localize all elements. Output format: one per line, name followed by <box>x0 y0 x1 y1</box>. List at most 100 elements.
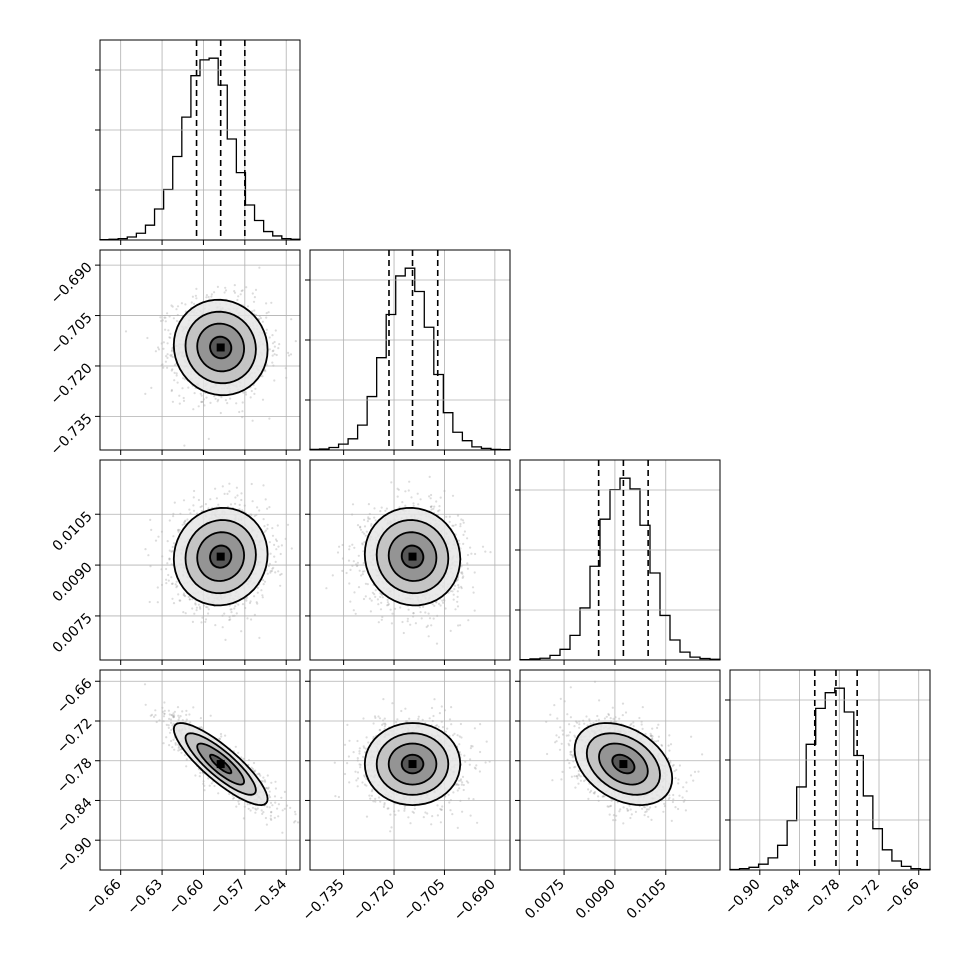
sample-point <box>183 444 186 447</box>
sample-point <box>203 404 206 407</box>
sample-point <box>396 487 399 490</box>
sample-point <box>362 597 366 601</box>
sample-point <box>384 509 387 512</box>
sample-point <box>200 400 203 404</box>
sample-point <box>274 571 277 574</box>
sample-point <box>412 612 415 615</box>
sample-point <box>266 527 269 530</box>
sample-point <box>466 562 469 565</box>
sample-point <box>429 505 432 508</box>
sample-point <box>209 498 212 501</box>
sample-point <box>192 408 195 411</box>
sample-point <box>238 508 241 511</box>
sample-point <box>268 541 271 544</box>
sample-point <box>228 604 231 607</box>
sample-point <box>169 354 172 357</box>
sample-point <box>348 582 351 585</box>
sample-point <box>191 598 194 601</box>
sample-point <box>277 570 280 573</box>
sample-point <box>205 296 208 299</box>
sample-point <box>462 521 465 524</box>
sample-point <box>269 570 272 573</box>
sample-point <box>377 603 380 606</box>
sample-point <box>241 401 244 404</box>
sample-point <box>260 589 263 592</box>
sample-point <box>200 509 203 513</box>
sample-point <box>356 561 359 564</box>
sample-point <box>437 510 440 513</box>
sample-point <box>184 303 187 306</box>
sample-point <box>163 712 166 715</box>
sample-point <box>357 554 360 557</box>
sample-point <box>240 498 243 502</box>
sample-point <box>364 534 367 537</box>
sample-point <box>191 295 194 298</box>
sample-point <box>171 400 174 403</box>
sample-point <box>274 560 277 564</box>
sample-point <box>207 612 210 615</box>
sample-point <box>240 289 243 293</box>
sample-point <box>352 560 355 563</box>
sample-point <box>205 294 208 297</box>
sample-point <box>224 399 227 402</box>
sample-point <box>273 379 276 382</box>
sample-point <box>253 514 256 518</box>
sample-point <box>170 350 173 353</box>
sample-point <box>419 498 422 501</box>
sample-point <box>156 586 159 589</box>
sample-point <box>359 525 362 529</box>
sample-point <box>406 620 409 623</box>
sample-point <box>360 574 363 577</box>
sample-point <box>379 595 382 599</box>
sample-point <box>262 484 265 487</box>
sample-point <box>207 437 210 440</box>
sample-point <box>182 611 185 614</box>
sample-point <box>188 508 191 511</box>
sample-point <box>253 613 256 616</box>
sample-point <box>412 504 415 507</box>
sample-point <box>457 584 460 587</box>
sample-point <box>353 546 356 549</box>
sample-point <box>213 395 216 398</box>
sample-point <box>168 336 171 339</box>
sample-point <box>401 620 404 624</box>
sample-point <box>266 507 269 510</box>
sample-point <box>461 576 464 580</box>
sample-point <box>404 490 407 493</box>
sample-point <box>192 504 195 507</box>
sample-point <box>170 388 173 392</box>
sample-point <box>226 402 229 405</box>
sample-point <box>386 598 389 602</box>
sample-point <box>459 522 462 526</box>
sample-point <box>171 597 174 600</box>
sample-point <box>154 539 158 542</box>
sample-point <box>176 585 179 588</box>
sample-point <box>229 608 232 611</box>
sample-point <box>354 612 357 615</box>
sample-point <box>387 603 390 606</box>
sample-point <box>287 354 291 357</box>
sample-point <box>347 559 351 562</box>
sample-point <box>183 594 186 597</box>
sample-point <box>164 360 167 363</box>
sample-point <box>265 302 268 305</box>
sample-point <box>183 520 187 523</box>
sample-point <box>197 603 200 606</box>
sample-point <box>170 353 173 356</box>
sample-point <box>263 525 266 528</box>
sample-point <box>241 289 244 292</box>
sample-point <box>275 353 278 357</box>
sample-point <box>264 498 267 501</box>
sample-point <box>214 487 217 490</box>
sample-point <box>157 535 160 538</box>
sample-point <box>258 509 261 512</box>
sample-point <box>177 593 180 596</box>
sample-point <box>176 305 180 308</box>
sample-point <box>361 542 364 545</box>
sample-point <box>430 505 433 508</box>
sample-point <box>452 593 455 596</box>
sample-point <box>457 539 460 542</box>
sample-point <box>170 369 173 372</box>
sample-point <box>173 371 176 374</box>
sample-point <box>149 518 152 522</box>
